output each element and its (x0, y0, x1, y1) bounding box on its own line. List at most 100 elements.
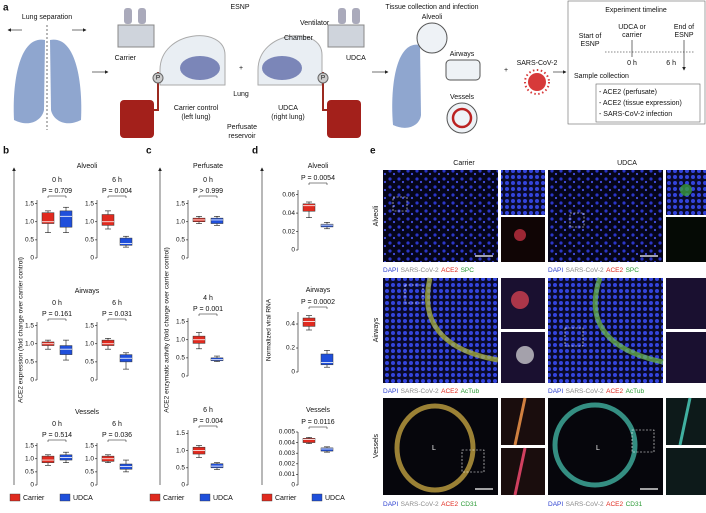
y-tick-label: 0.5 (25, 359, 34, 366)
box (59, 345, 73, 355)
y-tick-label: 0 (90, 482, 94, 489)
stain-name: DAPI (383, 267, 398, 274)
bracket (308, 426, 328, 429)
inset-circle (416, 22, 448, 54)
stain (516, 346, 534, 364)
group-title: Airways (75, 288, 100, 295)
micrograph-inset (666, 448, 706, 495)
y-tick-label: 1.5 (85, 442, 94, 449)
p-value: P = 0.036 (102, 432, 132, 439)
label: Alveoli (422, 14, 443, 21)
y-tick-label: 0.2 (286, 345, 295, 352)
stain-name: ACE2 (441, 388, 458, 395)
y-tick-label: 1.0 (25, 218, 34, 225)
y-tick-label: 0.5 (25, 237, 34, 244)
y-tick-label: 0 (291, 247, 295, 254)
cylinder (138, 8, 146, 24)
micrograph-inset (666, 278, 706, 329)
lumen-label: L (596, 445, 600, 452)
box (101, 214, 115, 226)
y-tick-label: 0 (30, 255, 34, 262)
stain-name: SARS-CoV-2 (566, 501, 604, 508)
box (320, 447, 334, 452)
legend-swatch (59, 493, 71, 502)
lung (262, 56, 302, 80)
y-tick-label: 0.004 (279, 439, 296, 446)
pump-label: P (156, 75, 160, 82)
box (119, 237, 133, 246)
y-tick-label: 1.5 (25, 442, 34, 449)
stain-name: AcTub (626, 388, 645, 395)
y-tick-label: 1.5 (176, 200, 185, 207)
stain-name: ACE2 (606, 388, 623, 395)
box (320, 223, 334, 228)
y-tick-label: 1.0 (85, 455, 94, 462)
legend-label: Carrier (23, 495, 45, 502)
p-value: P = 0.709 (42, 188, 72, 195)
stain (514, 229, 526, 241)
micrograph-inset (666, 332, 706, 383)
y-tick-label: 0.06 (282, 191, 295, 198)
panel-a: a Lung separation ESNP P P Ventilator Ch… (3, 0, 706, 140)
box (101, 339, 115, 346)
y-tick-label: 0 (181, 255, 185, 262)
reservoir (120, 100, 154, 138)
y-tick-label: 1.5 (85, 200, 94, 207)
y-tick-label: 1.0 (176, 218, 185, 225)
stain (513, 447, 527, 496)
stain-name: CD31 (626, 501, 643, 508)
label: Carrier (115, 55, 137, 62)
box (210, 217, 224, 224)
p-value: P = 0.031 (102, 311, 132, 318)
label: Vessels (450, 94, 475, 101)
stain-name: SARS-CoV-2 (401, 267, 439, 274)
p-value: P = 0.004 (193, 418, 223, 425)
reservoir (327, 100, 361, 138)
box (41, 212, 55, 224)
cylinder (124, 8, 132, 24)
bracket (198, 425, 218, 428)
legend-swatch (149, 493, 161, 502)
panels-bcd: b ACE2 expression (fold change over carr… (3, 146, 273, 485)
label: - SARS-CoV-2 infection (599, 111, 672, 118)
label: ESNP (230, 4, 249, 11)
label: + (504, 67, 508, 74)
p-value: P = 0.0002 (301, 299, 335, 306)
lung (180, 56, 220, 80)
y-tick-label: 1.5 (25, 200, 34, 207)
label: SARS-CoV-2 (517, 60, 558, 67)
label: 0 h (627, 60, 637, 67)
p-value: P = 0.161 (42, 311, 72, 318)
label: Experiment timeline (605, 7, 667, 14)
y-tick-label: 1.0 (25, 340, 34, 347)
cylinder (352, 8, 360, 24)
box (302, 317, 316, 327)
p-value: P = 0.001 (193, 306, 223, 313)
legend-label: Carrier (275, 495, 297, 502)
stain (425, 277, 499, 363)
subplot-title: 0 h (52, 300, 62, 307)
stain (513, 397, 527, 446)
subplot-title: 0 h (203, 177, 213, 184)
label: Carrier control (174, 105, 219, 112)
label: (right lung) (271, 114, 304, 121)
subplot-title: 6 h (112, 300, 122, 307)
label: UDCA (346, 55, 366, 62)
y-tick-label: 0.5 (85, 237, 94, 244)
y-tick-label: 1.0 (85, 340, 94, 347)
stain-caption: DAPI SARS-CoV-2 ACE2 SPC (548, 267, 639, 274)
y-tick-label: 0.5 (25, 469, 34, 476)
legend-label: UDCA (325, 495, 345, 502)
label: Lung (233, 91, 249, 98)
stain (394, 403, 476, 493)
subplot-title: 6 h (203, 407, 213, 414)
lung-left (13, 39, 45, 124)
column-title: UDCA (617, 160, 637, 167)
y-tick-label: 1.5 (85, 322, 94, 329)
micrograph-inset (501, 170, 545, 215)
group-title: Alveoli (77, 163, 98, 170)
stain-name: SPC (626, 267, 640, 274)
bracket (198, 195, 218, 198)
y-axis-title: ACE2 expression (fold change over carrie… (18, 257, 25, 403)
micrograph-inset (666, 217, 706, 262)
